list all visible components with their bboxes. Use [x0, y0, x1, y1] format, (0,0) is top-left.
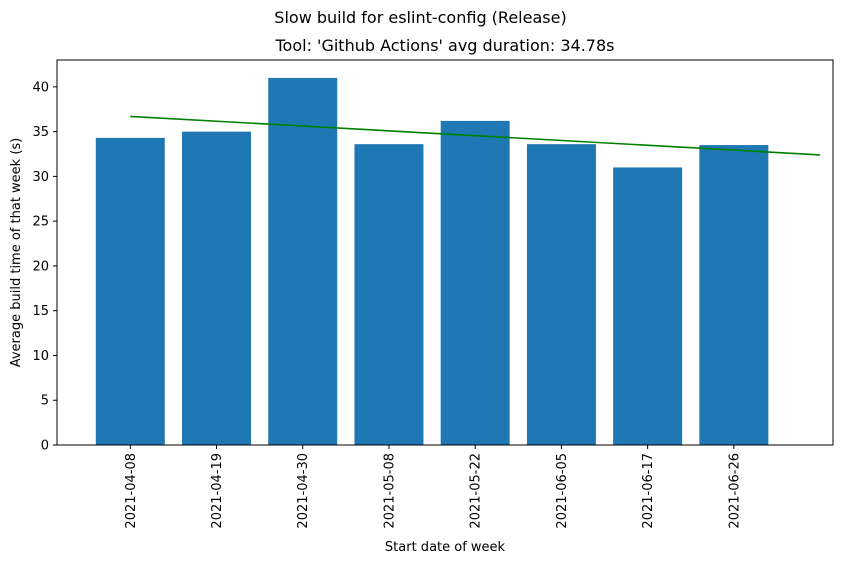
x-axis-label: Start date of week	[385, 540, 506, 555]
bar-2021-05-08	[354, 144, 424, 446]
x-tick-label: 2021-04-08	[124, 453, 139, 529]
chart-title: Tool: 'Github Actions' avg duration: 34.…	[275, 36, 615, 55]
bar-2021-04-30	[268, 77, 338, 445]
y-tick-label: 20	[32, 259, 49, 274]
trendline-group	[130, 115, 821, 156]
bar-2021-06-05	[526, 144, 596, 446]
x-tick-label: 2021-04-30	[296, 453, 311, 529]
y-tick-label: 30	[32, 170, 49, 185]
plot-frame	[56, 59, 834, 446]
y-tick-label: 5	[41, 394, 49, 409]
trendline	[130, 115, 821, 156]
bars-group	[95, 77, 769, 446]
bar-2021-05-22	[440, 120, 510, 445]
y-tick-label: 40	[32, 80, 49, 95]
bar-2021-04-19	[182, 131, 251, 445]
bar-2021-04-08	[95, 137, 165, 445]
x-axis: 2021-04-08 2021-04-19 2021-04-30 2021-05-08…	[124, 445, 742, 529]
x-tick-label: 2021-06-26	[727, 453, 742, 529]
x-tick-label: 2021-06-17	[641, 453, 656, 529]
bar-2021-06-26	[699, 145, 769, 445]
y-tick-label: 10	[32, 349, 49, 364]
x-tick-label: 2021-05-08	[382, 453, 397, 529]
x-tick-label: 2021-05-22	[469, 453, 484, 529]
y-axis: 0 5 10 15 20 25 30 35 40	[32, 80, 57, 454]
bar-2021-06-17	[613, 167, 683, 445]
y-tick-label: 15	[32, 304, 49, 319]
y-tick-label: 35	[32, 125, 49, 140]
chart-suptitle: Slow build for eslint-config (Release)	[274, 8, 567, 27]
y-axis-label: Average build time of that week (s)	[9, 138, 24, 368]
y-tick-label: 0	[41, 439, 49, 454]
x-tick-label: 2021-06-05	[555, 453, 570, 529]
x-tick-label: 2021-04-19	[210, 453, 225, 529]
y-tick-label: 25	[32, 215, 49, 230]
